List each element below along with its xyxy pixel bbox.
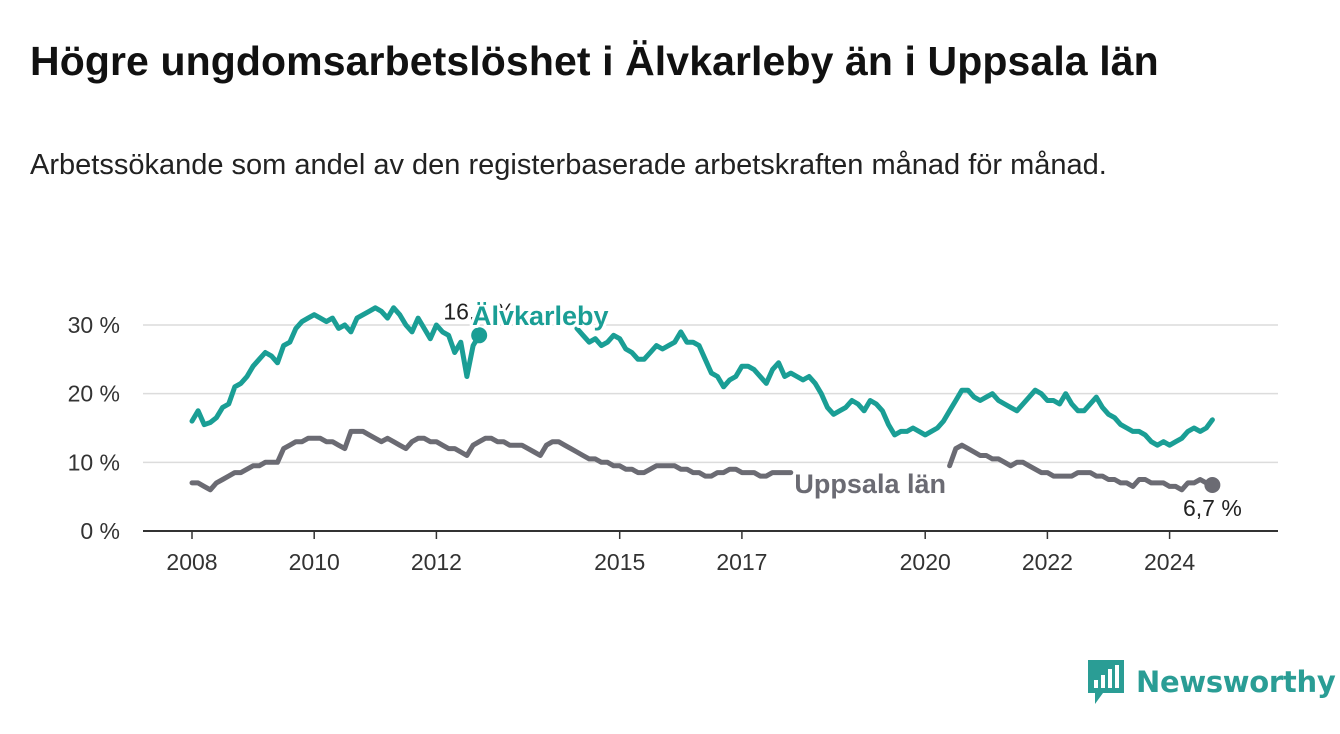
series-labels: 16,2 % 6,7 % Älvkarleby Uppsala län xyxy=(443,298,1241,521)
series-end-label: 16,2 % xyxy=(443,298,515,324)
series-line xyxy=(189,305,482,428)
x-tick-label: 2024 xyxy=(1144,549,1195,575)
series-end-marker xyxy=(471,327,488,344)
y-tick-label: 20 % xyxy=(68,381,120,407)
x-tick-label: 2015 xyxy=(594,549,645,575)
brand-logo: Newsworthy xyxy=(1088,660,1336,704)
x-tick-label: 2012 xyxy=(411,549,462,575)
y-axis-ticks: 0 % 10 % 20 % 30 % xyxy=(68,312,120,544)
series-end-label: 6,7 % xyxy=(1183,495,1242,521)
series-lines xyxy=(189,305,1221,493)
series-line xyxy=(574,325,1215,448)
x-tick-label: 2022 xyxy=(1022,549,1073,575)
series-label: Uppsala län xyxy=(794,469,946,499)
series-line xyxy=(189,428,794,493)
x-tick-label: 2017 xyxy=(716,549,767,575)
series-line xyxy=(947,442,1215,493)
x-tick-label: 2010 xyxy=(289,549,340,575)
grid-lines xyxy=(143,324,1278,532)
page-subtitle: Arbetssökande som andel av den registerb… xyxy=(30,149,1107,181)
x-tick-label: 2020 xyxy=(900,549,951,575)
x-axis-ticks: 2008 2010 2012 2015 2017 2020 2022 2024 xyxy=(166,531,1195,575)
y-tick-label: 0 % xyxy=(80,518,120,544)
x-tick-label: 2008 xyxy=(166,549,217,575)
series-label: Älvkarleby xyxy=(472,301,609,331)
page-title: Högre ungdomsarbetslöshet i Älvkarleby ä… xyxy=(30,38,1159,84)
y-tick-label: 30 % xyxy=(68,312,120,338)
series-end-marker xyxy=(1204,476,1221,493)
newsworthy-chart-icon xyxy=(1088,660,1124,704)
y-tick-label: 10 % xyxy=(68,449,120,475)
brand-name: Newsworthy xyxy=(1136,665,1336,699)
